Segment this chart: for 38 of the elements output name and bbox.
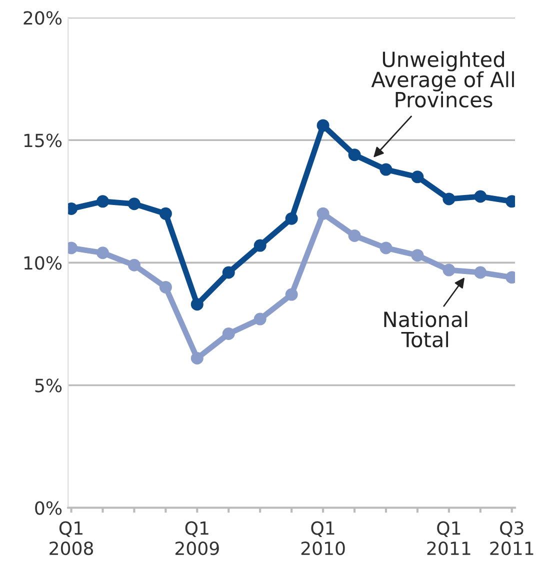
point [159,280,172,294]
point [411,170,424,184]
y-tick-label: 20% [24,11,62,25]
point [222,266,235,279]
x-tick-label: Q1 2008 [50,521,94,556]
point [348,148,361,162]
point [190,352,204,365]
point [128,258,140,272]
point [348,229,361,242]
point [474,190,487,203]
point [96,195,109,208]
point [285,288,298,301]
point [442,264,456,276]
point [380,242,392,254]
point [222,328,235,340]
point [316,207,330,220]
point [96,246,109,260]
point [380,163,392,176]
y-tick-label: 15% [24,134,62,148]
series-label: National Total [384,311,468,348]
y-tick-label: 0% [35,501,62,515]
point [285,212,298,225]
point [411,249,424,262]
y-tick-label: 10% [24,256,62,270]
point [128,198,140,210]
point [254,239,266,252]
point [316,119,330,132]
x-tick-label: Q1 2010 [301,521,345,556]
y-tick-label: 5% [35,378,62,392]
point [442,192,456,206]
point [190,298,204,311]
x-tick-label: Q1 2009 [176,521,219,556]
x-tick-label: Q3 2011 [490,521,534,556]
point [159,207,172,220]
text: Unweighted Average of All Provinces [371,51,514,108]
x-tick-label: Q1 2011 [427,521,470,556]
point [254,312,266,326]
point [474,266,487,279]
